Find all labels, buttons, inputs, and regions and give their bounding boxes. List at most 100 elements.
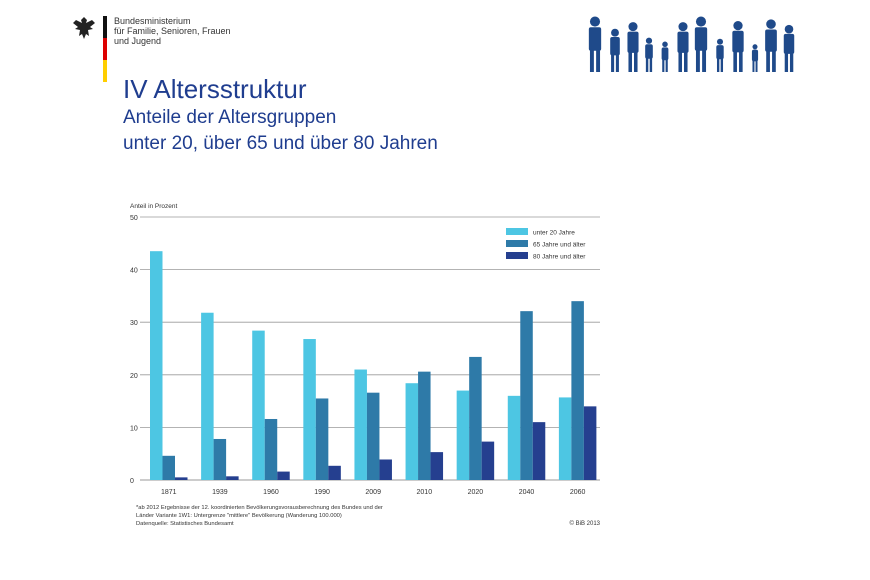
bar [328,465,341,480]
ministry-logo: Bundesministerium für Familie, Senioren,… [70,14,260,82]
slide-subtitle-line: unter 20, über 65 und über 80 Jahren [123,133,438,154]
bar [405,383,419,480]
person-leg [678,51,682,72]
y-tick-label: 20 [130,373,138,380]
bar [354,369,367,480]
bar [379,459,392,480]
bar [583,406,597,480]
person-silhouette [765,19,777,72]
age-structure-bar-chart: Anteil in Prozent 0 10 20 30 40 50 1871 1939 1960… [130,203,601,527]
person-body [716,45,724,60]
legend-label: 80 Jahre und älter [533,254,586,261]
person-leg [628,51,632,72]
person-leg [615,54,619,72]
slide-subtitle-line: Anteile der Altersgruppen [123,107,337,128]
bar [571,301,584,480]
bar [175,477,188,480]
bar [201,312,214,480]
person-leg [695,49,700,72]
person-silhouette [694,16,708,72]
person-leg [645,58,649,72]
person-head [589,16,601,27]
chart-footnote: Länder Variante 1W1: Untergrenze "mittle… [136,513,342,519]
bar [277,471,290,480]
bar [558,397,572,480]
person-head [678,22,688,32]
bar [469,356,482,480]
person-leg [739,51,743,72]
person-leg [716,58,720,72]
legend-swatch [506,240,528,247]
x-tick-label: 2060 [570,489,586,496]
person-leg [596,49,601,72]
person-leg [733,51,737,72]
person-silhouette [627,22,639,72]
person-body [677,31,689,53]
person-body [694,27,708,51]
person-leg [702,49,707,72]
person-body [588,27,602,51]
y-tick-label: 0 [130,478,134,485]
person-head [733,20,743,31]
person-body [627,31,639,53]
y-axis-label: Anteil in Prozent [130,203,178,210]
y-tick-label: 10 [130,425,138,432]
bar [366,392,380,480]
bar [162,455,175,480]
person-leg [789,52,794,72]
person-leg [665,59,668,72]
y-tick-label: 30 [130,320,138,327]
person-body [783,33,795,54]
bar [532,422,546,480]
person-leg [662,59,665,72]
person-silhouette [732,20,744,72]
person-body [732,30,744,53]
bar [481,441,495,480]
slide-title: IV Altersstruktur [123,74,307,104]
person-silhouette [610,28,620,72]
ministry-name-line: Bundesministerium [114,16,191,26]
x-tick-label: 2040 [519,489,535,496]
person-body [645,44,653,59]
person-head [662,41,668,48]
x-tick-label: 2010 [417,489,433,496]
person-leg [684,51,688,72]
person-body [610,37,620,56]
bar [520,311,533,480]
person-silhouette [751,44,759,72]
german-flag-stripe [103,16,107,82]
bar [226,476,239,480]
bar [456,390,470,480]
chart-footnote: Datenquelle: Statistisches Bundesamt [136,521,234,527]
chart-footnote: *ab 2012 Ergebnisse der 12. koordinierte… [136,505,383,511]
person-silhouette [645,37,653,72]
person-leg [589,49,594,72]
x-tick-label: 1939 [212,489,228,496]
person-body [751,49,759,62]
person-silhouette [677,22,689,72]
legend-swatch [506,228,528,235]
person-body [661,47,669,61]
x-tick-label: 1960 [263,489,279,496]
ministry-name: Bundesministerium für Familie, Senioren,… [114,16,231,46]
person-head [645,37,653,44]
bar [264,418,278,480]
person-leg [720,58,724,72]
family-silhouettes-image [588,16,795,72]
bar [213,438,227,480]
person-head [611,28,619,37]
bar [430,452,444,480]
bar [315,398,329,480]
x-tick-label: 1871 [161,489,177,496]
person-leg [766,50,770,72]
ministry-name-line: und Jugend [114,36,162,46]
person-leg [634,51,638,72]
person-body [765,29,777,52]
chart-credit: © BiB 2013 [570,520,601,527]
x-tick-label: 1990 [314,489,330,496]
bar [418,371,431,480]
legend-label: unter 20 Jahre [533,230,575,237]
person-silhouette [661,41,669,72]
person-head [716,38,724,45]
x-tick-label: 2009 [365,489,381,496]
